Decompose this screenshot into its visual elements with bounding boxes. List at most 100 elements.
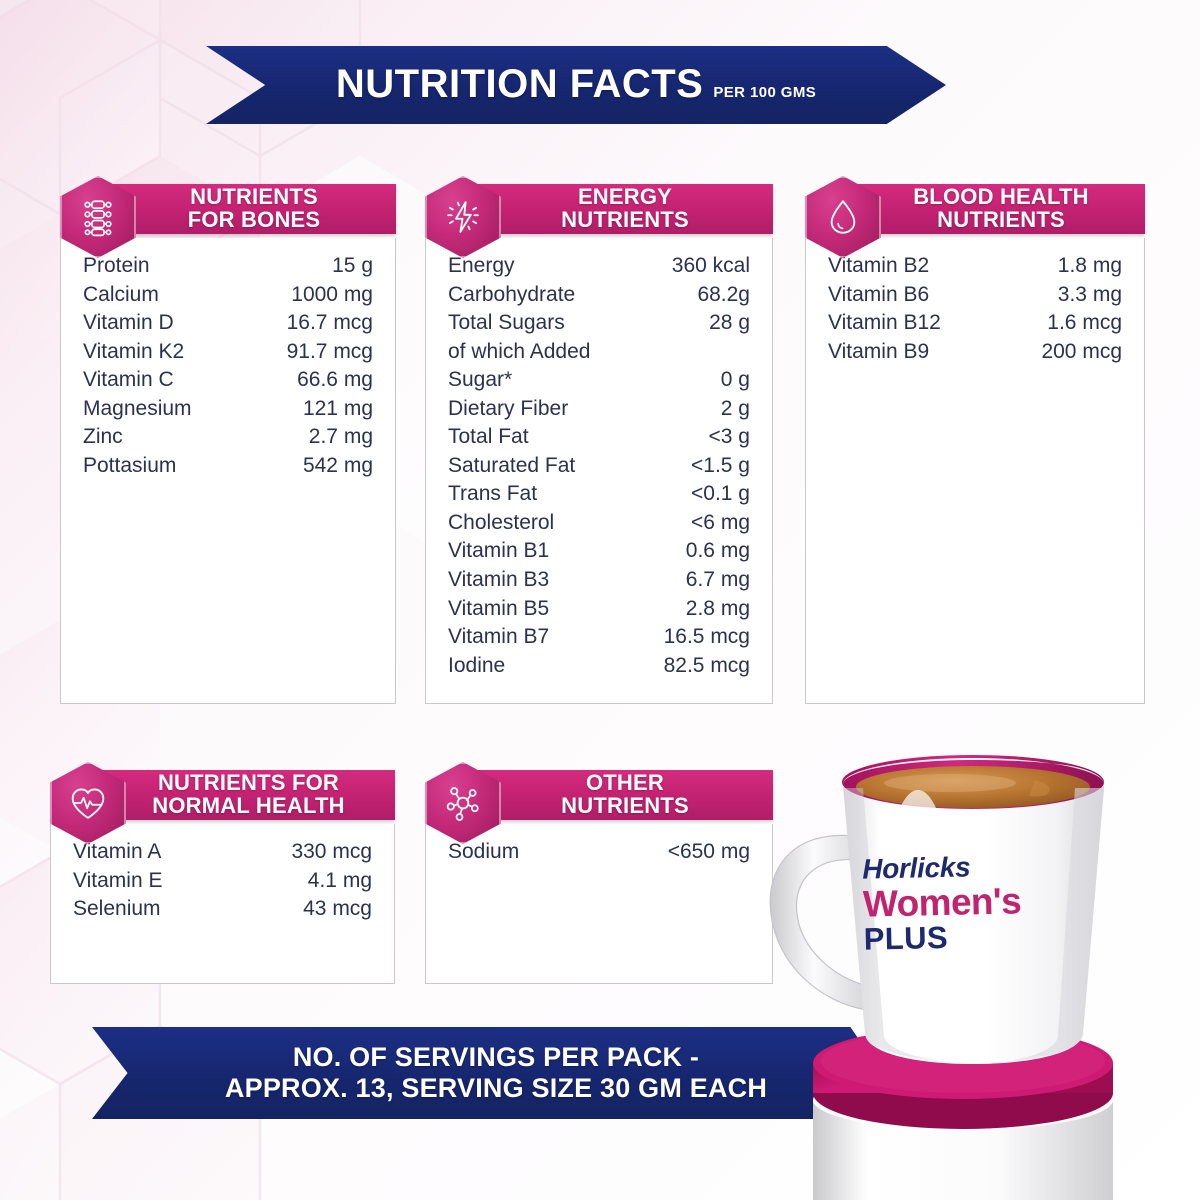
nutrient-name: Saturated Fat [448, 453, 576, 477]
nutrient-name: Vitamin B12 [828, 311, 941, 335]
nutrient-value: 0.6 mg [685, 539, 750, 563]
card-header: ENERGY NUTRIENTS [425, 176, 773, 258]
nutrient-value: 15 g [332, 254, 373, 277]
nutrient-value: 68.2g [697, 282, 750, 306]
nutrient-row: Energy 360 kcal [448, 252, 750, 281]
nutrient-row: Vitamin D 16.7 mcg [83, 309, 373, 338]
nutrient-value: 1.8 mg [1057, 254, 1122, 277]
card-nutrient-list: Vitamin A 330 mcg Vitamin E 4.1 mg Seleniu… [50, 824, 395, 984]
nutrient-row: Pottasium 542 mg [83, 452, 373, 481]
nutrient-name: Trans Fat [448, 482, 538, 506]
nutrient-value: 3.3 mg [1057, 282, 1122, 306]
nutrient-name: Vitamin B7 [448, 625, 550, 649]
nutrient-name: Vitamin B5 [448, 596, 550, 620]
nutrient-row: Magnesium 121 mg [83, 395, 373, 424]
nutrient-value: 4.1 mg [307, 868, 372, 892]
card-nutrient-list: Vitamin B2 1.8 mg Vitamin B6 3.3 mg Vitami… [805, 238, 1145, 704]
nutrient-name: Vitamin B2 [828, 254, 930, 277]
product-mug-illustration: Horlicks Women's PLUS [735, 718, 1200, 1200]
nutrient-row: Vitamin A 330 mcg [73, 838, 372, 867]
servings-line2: APPROX. 13, SERVING SIZE 30 GM EACH [224, 1073, 768, 1103]
nutrition-facts-banner: NUTRITION FACTS PER 100 GMS [206, 46, 946, 124]
nutrient-value: 542 mg [302, 453, 373, 477]
nutrient-value: 2 g [720, 396, 750, 420]
nutrient-row: Selenium 43 mcg [73, 895, 372, 924]
nutrient-row: Total Fat <3 g [448, 423, 750, 452]
nutrient-value: 360 kcal [671, 254, 750, 277]
per-serving-label: PER 100 GMS [713, 83, 817, 101]
card-title-bar: NUTRIENTS FOR NORMAL HEALTH [102, 770, 395, 820]
page-title: NUTRITION FACTS [335, 61, 704, 106]
nutrient-row: Vitamin B9 200 mcg [828, 338, 1122, 367]
nutrient-row: Total Sugars 28 g [448, 309, 750, 338]
nutrient-row: Vitamin C 66.6 mg [83, 366, 373, 395]
nutrient-row: Calcium 1000 mg [83, 281, 373, 310]
nutrient-name: Zinc [83, 425, 123, 449]
nutrient-name: Carbohydrate [448, 282, 576, 306]
nutrient-row: Vitamin B1 0.6 mg [448, 537, 750, 566]
nutrient-value: 6.7 mg [685, 568, 750, 592]
nutrient-value: 91.7 mcg [286, 339, 373, 363]
card-title-line1: NUTRIENTS [190, 184, 318, 210]
nutrient-row: Vitamin E 4.1 mg [73, 867, 372, 896]
nutrient-value: 200 mcg [1041, 339, 1122, 363]
brand-variant: Women's [862, 880, 1022, 925]
nutrient-value: 2.7 mg [308, 425, 373, 449]
nutrient-value: <650 mg [667, 840, 750, 863]
product-brand-lockup: Horlicks Women's PLUS [861, 851, 1022, 957]
nutrient-row: Cholesterol <6 mg [448, 509, 750, 538]
nutrient-name: Vitamin B9 [828, 339, 930, 363]
card-nutrients-for-bones: NUTRIENTS FOR BONES Protein 15 g Calcium 1… [60, 176, 396, 704]
nutrient-name: Sodium [448, 840, 520, 863]
nutrient-name: Selenium [73, 897, 161, 921]
nutrient-value: 28 g [709, 311, 750, 335]
card-header: BLOOD HEALTH NUTRIENTS [805, 176, 1145, 258]
card-header: OTHER NUTRIENTS [425, 762, 773, 844]
nutrient-name: Total Sugars [448, 311, 565, 335]
nutrient-row: Saturated Fat <1.5 g [448, 452, 750, 481]
nutrient-row: of which Added [448, 338, 750, 367]
nutrient-value: 121 mg [302, 396, 373, 420]
nutrient-value: 43 mcg [303, 897, 372, 921]
card-title-line1: OTHER [585, 770, 664, 796]
nutrient-value: 2.8 mg [685, 596, 750, 620]
nutrient-row: Iodine 82.5 mcg [448, 652, 750, 681]
nutrient-name: Cholesterol [448, 510, 555, 534]
nutrient-value: <1.5 g [691, 453, 750, 477]
nutrient-name: of which Added [448, 339, 591, 363]
card-title-bar: OTHER NUTRIENTS [477, 770, 773, 820]
nutrient-value: 1.6 mcg [1047, 311, 1122, 335]
brand-name: Horlicks [861, 851, 971, 885]
card-header: NUTRIENTS FOR NORMAL HEALTH [50, 762, 395, 844]
nutrient-name: Calcium [83, 282, 159, 306]
brand-tier: PLUS [863, 919, 949, 957]
nutrient-name: Vitamin A [73, 840, 162, 863]
nutrient-row: Sodium <650 mg [448, 838, 750, 867]
nutrient-name: Vitamin E [73, 868, 163, 892]
servings-line1: NO. OF SERVINGS PER PACK - [292, 1041, 700, 1072]
card-title-line2: NORMAL HEALTH [152, 793, 345, 818]
nutrient-value: 16.5 mcg [663, 625, 750, 649]
nutrient-name: Energy [448, 254, 515, 277]
nutrient-name: Vitamin B1 [448, 539, 550, 563]
card-nutrient-list: Sodium <650 mg [425, 824, 773, 984]
card-title-line1: NUTRIENTS FOR [157, 770, 340, 796]
nutrient-name: Vitamin D [83, 311, 174, 335]
nutrient-value: 330 mcg [291, 840, 372, 863]
nutrient-row: Vitamin B2 1.8 mg [828, 252, 1122, 281]
card-other-nutrients: OTHER NUTRIENTS Sodium <650 mg [425, 762, 773, 984]
nutrient-row: Vitamin B5 2.8 mg [448, 595, 750, 624]
nutrient-value: <0.1 g [691, 482, 750, 506]
nutrient-row: Sugar* 0 g [448, 366, 750, 395]
nutrient-value: <6 mg [691, 510, 750, 534]
nutrient-row: Dietary Fiber 2 g [448, 395, 750, 424]
heart-pulse-icon [50, 762, 126, 844]
nutrient-row: Protein 15 g [83, 252, 373, 281]
card-nutrient-list: Protein 15 g Calcium 1000 mg Vitamin D 16.7… [60, 238, 396, 704]
nutrient-name: Protein [83, 254, 150, 277]
card-nutrients-for-normal-health: NUTRIENTS FOR NORMAL HEALTH Vitamin A 330… [50, 762, 395, 984]
nutrient-row: Zinc 2.7 mg [83, 423, 373, 452]
nutrient-value: 82.5 mcg [663, 653, 750, 677]
nutrient-row: Vitamin B12 1.6 mcg [828, 309, 1122, 338]
card-title-bar: BLOOD HEALTH NUTRIENTS [857, 184, 1145, 234]
